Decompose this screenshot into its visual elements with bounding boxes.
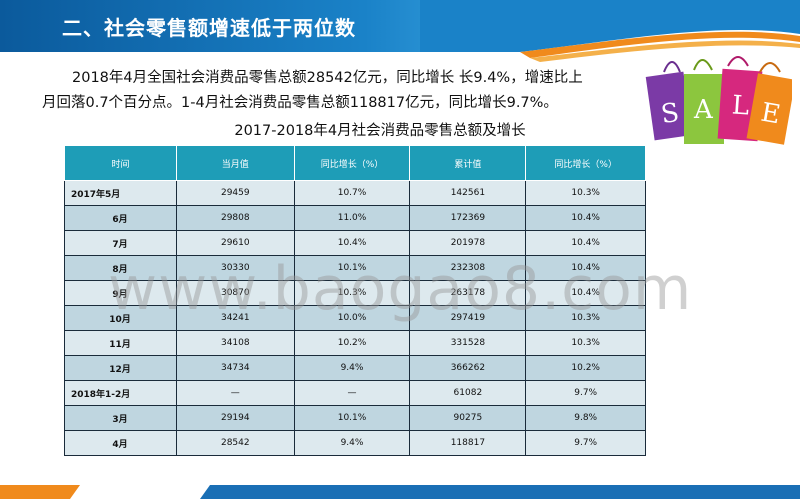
- cell-month-yoy: 10.1%: [293, 405, 411, 431]
- table-row: 2018年1-2月 — — 61082 9.7%: [64, 380, 646, 406]
- summary-paragraph: 2018年4月全国社会消费品零售总额28542亿元，同比增长 长9.4%，增速比…: [42, 66, 642, 116]
- sale-letter-l: L: [731, 90, 750, 121]
- cell-cumulative: 297419: [409, 305, 527, 331]
- table-caption: 2017-2018年4月社会消费品零售总额及增长: [234, 123, 526, 139]
- retail-sales-table: 时间 当月值 同比增长（%） 累计值 同比增长（%） 2017年5月 29459…: [64, 145, 646, 456]
- header-bar: 二、社会零售额增速低于两位数: [0, 0, 800, 62]
- table-row: 6月 29808 11.0% 172369 10.4%: [64, 205, 646, 231]
- sale-bags-image: S A L E: [645, 56, 792, 145]
- cell-cumulative-yoy: 10.4%: [525, 205, 646, 231]
- cell-cumulative: 263178: [409, 280, 527, 306]
- row-label: 12月: [64, 355, 177, 381]
- cell-month-value: 34734: [175, 355, 295, 381]
- cell-cumulative-yoy: 9.7%: [525, 430, 646, 456]
- row-label: 8月: [64, 255, 177, 281]
- cell-cumulative: 331528: [409, 330, 527, 356]
- row-label: 10月: [64, 305, 177, 331]
- col-header-time: 时间: [64, 145, 177, 181]
- col-header-month-yoy: 同比增长（%）: [293, 145, 411, 181]
- table-row: 11月 34108 10.2% 331528 10.3%: [64, 330, 646, 356]
- col-header-cumulative: 累计值: [409, 145, 527, 181]
- cell-cumulative-yoy: 10.4%: [525, 280, 646, 306]
- cell-month-value: 29610: [175, 230, 295, 256]
- summary-line-2: 月回落0.7个百分点。1-4月社会消费品零售总额118817亿元，同比增长9.7…: [42, 95, 558, 111]
- cell-month-value: 29808: [175, 205, 295, 231]
- col-header-cumulative-yoy: 同比增长（%）: [525, 145, 646, 181]
- cell-cumulative-yoy: 10.4%: [525, 230, 646, 256]
- row-label: 11月: [64, 330, 177, 356]
- cell-month-value: 34108: [175, 330, 295, 356]
- cell-cumulative: 90275: [409, 405, 527, 431]
- table-row: 9月 30870 10.3% 263178 10.4%: [64, 280, 646, 306]
- cell-cumulative: 142561: [409, 180, 527, 206]
- row-label: 2018年1-2月: [64, 380, 177, 406]
- footer-bar: [0, 485, 800, 499]
- summary-line-1: 2018年4月全国社会消费品零售总额28542亿元，同比增长 长9.4%，增速比…: [72, 70, 583, 86]
- cell-cumulative-yoy: 9.7%: [525, 380, 646, 406]
- sale-letter-e: E: [759, 98, 783, 131]
- row-label: 2017年5月: [64, 180, 177, 206]
- cell-month-value: —: [175, 380, 295, 406]
- cell-month-yoy: 10.7%: [293, 180, 411, 206]
- row-label: 9月: [64, 280, 177, 306]
- cell-month-yoy: 10.0%: [293, 305, 411, 331]
- table-header-row: 时间 当月值 同比增长（%） 累计值 同比增长（%）: [64, 145, 646, 181]
- cell-cumulative-yoy: 10.3%: [525, 180, 646, 206]
- sale-letter-s: S: [659, 98, 681, 130]
- table-row: 10月 34241 10.0% 297419 10.3%: [64, 305, 646, 331]
- cell-month-yoy: 9.4%: [293, 430, 411, 456]
- cell-cumulative-yoy: 9.8%: [525, 405, 646, 431]
- cell-month-value: 29459: [175, 180, 295, 206]
- cell-cumulative: 61082: [409, 380, 527, 406]
- cell-month-value: 28542: [175, 430, 295, 456]
- table-row: 7月 29610 10.4% 201978 10.4%: [64, 230, 646, 256]
- cell-month-yoy: 10.4%: [293, 230, 411, 256]
- table-row: 4月 28542 9.4% 118817 9.7%: [64, 430, 646, 456]
- cell-cumulative: 118817: [409, 430, 527, 456]
- cell-cumulative: 201978: [409, 230, 527, 256]
- cell-cumulative-yoy: 10.2%: [525, 355, 646, 381]
- cell-cumulative: 366262: [409, 355, 527, 381]
- watermark: www.baogao8.com: [108, 254, 693, 324]
- row-label: 4月: [64, 430, 177, 456]
- row-label: 3月: [64, 405, 177, 431]
- header-swoosh: [420, 0, 800, 62]
- cell-month-yoy: —: [293, 380, 411, 406]
- cell-month-yoy: 11.0%: [293, 205, 411, 231]
- page-title: 二、社会零售额增速低于两位数: [62, 16, 356, 40]
- cell-cumulative-yoy: 10.3%: [525, 330, 646, 356]
- cell-month-value: 34241: [175, 305, 295, 331]
- sale-letter-a: A: [693, 95, 714, 125]
- table-row: 2017年5月 29459 10.7% 142561 10.3%: [64, 180, 646, 206]
- cell-month-yoy: 10.2%: [293, 330, 411, 356]
- table-row: 12月 34734 9.4% 366262 10.2%: [64, 355, 646, 381]
- row-label: 6月: [64, 205, 177, 231]
- col-header-month-value: 当月值: [175, 145, 295, 181]
- cell-month-value: 29194: [175, 405, 295, 431]
- cell-cumulative: 172369: [409, 205, 527, 231]
- cell-month-yoy: 9.4%: [293, 355, 411, 381]
- cell-month-yoy: 10.3%: [293, 280, 411, 306]
- row-label: 7月: [64, 230, 177, 256]
- table-row: 3月 29194 10.1% 90275 9.8%: [64, 405, 646, 431]
